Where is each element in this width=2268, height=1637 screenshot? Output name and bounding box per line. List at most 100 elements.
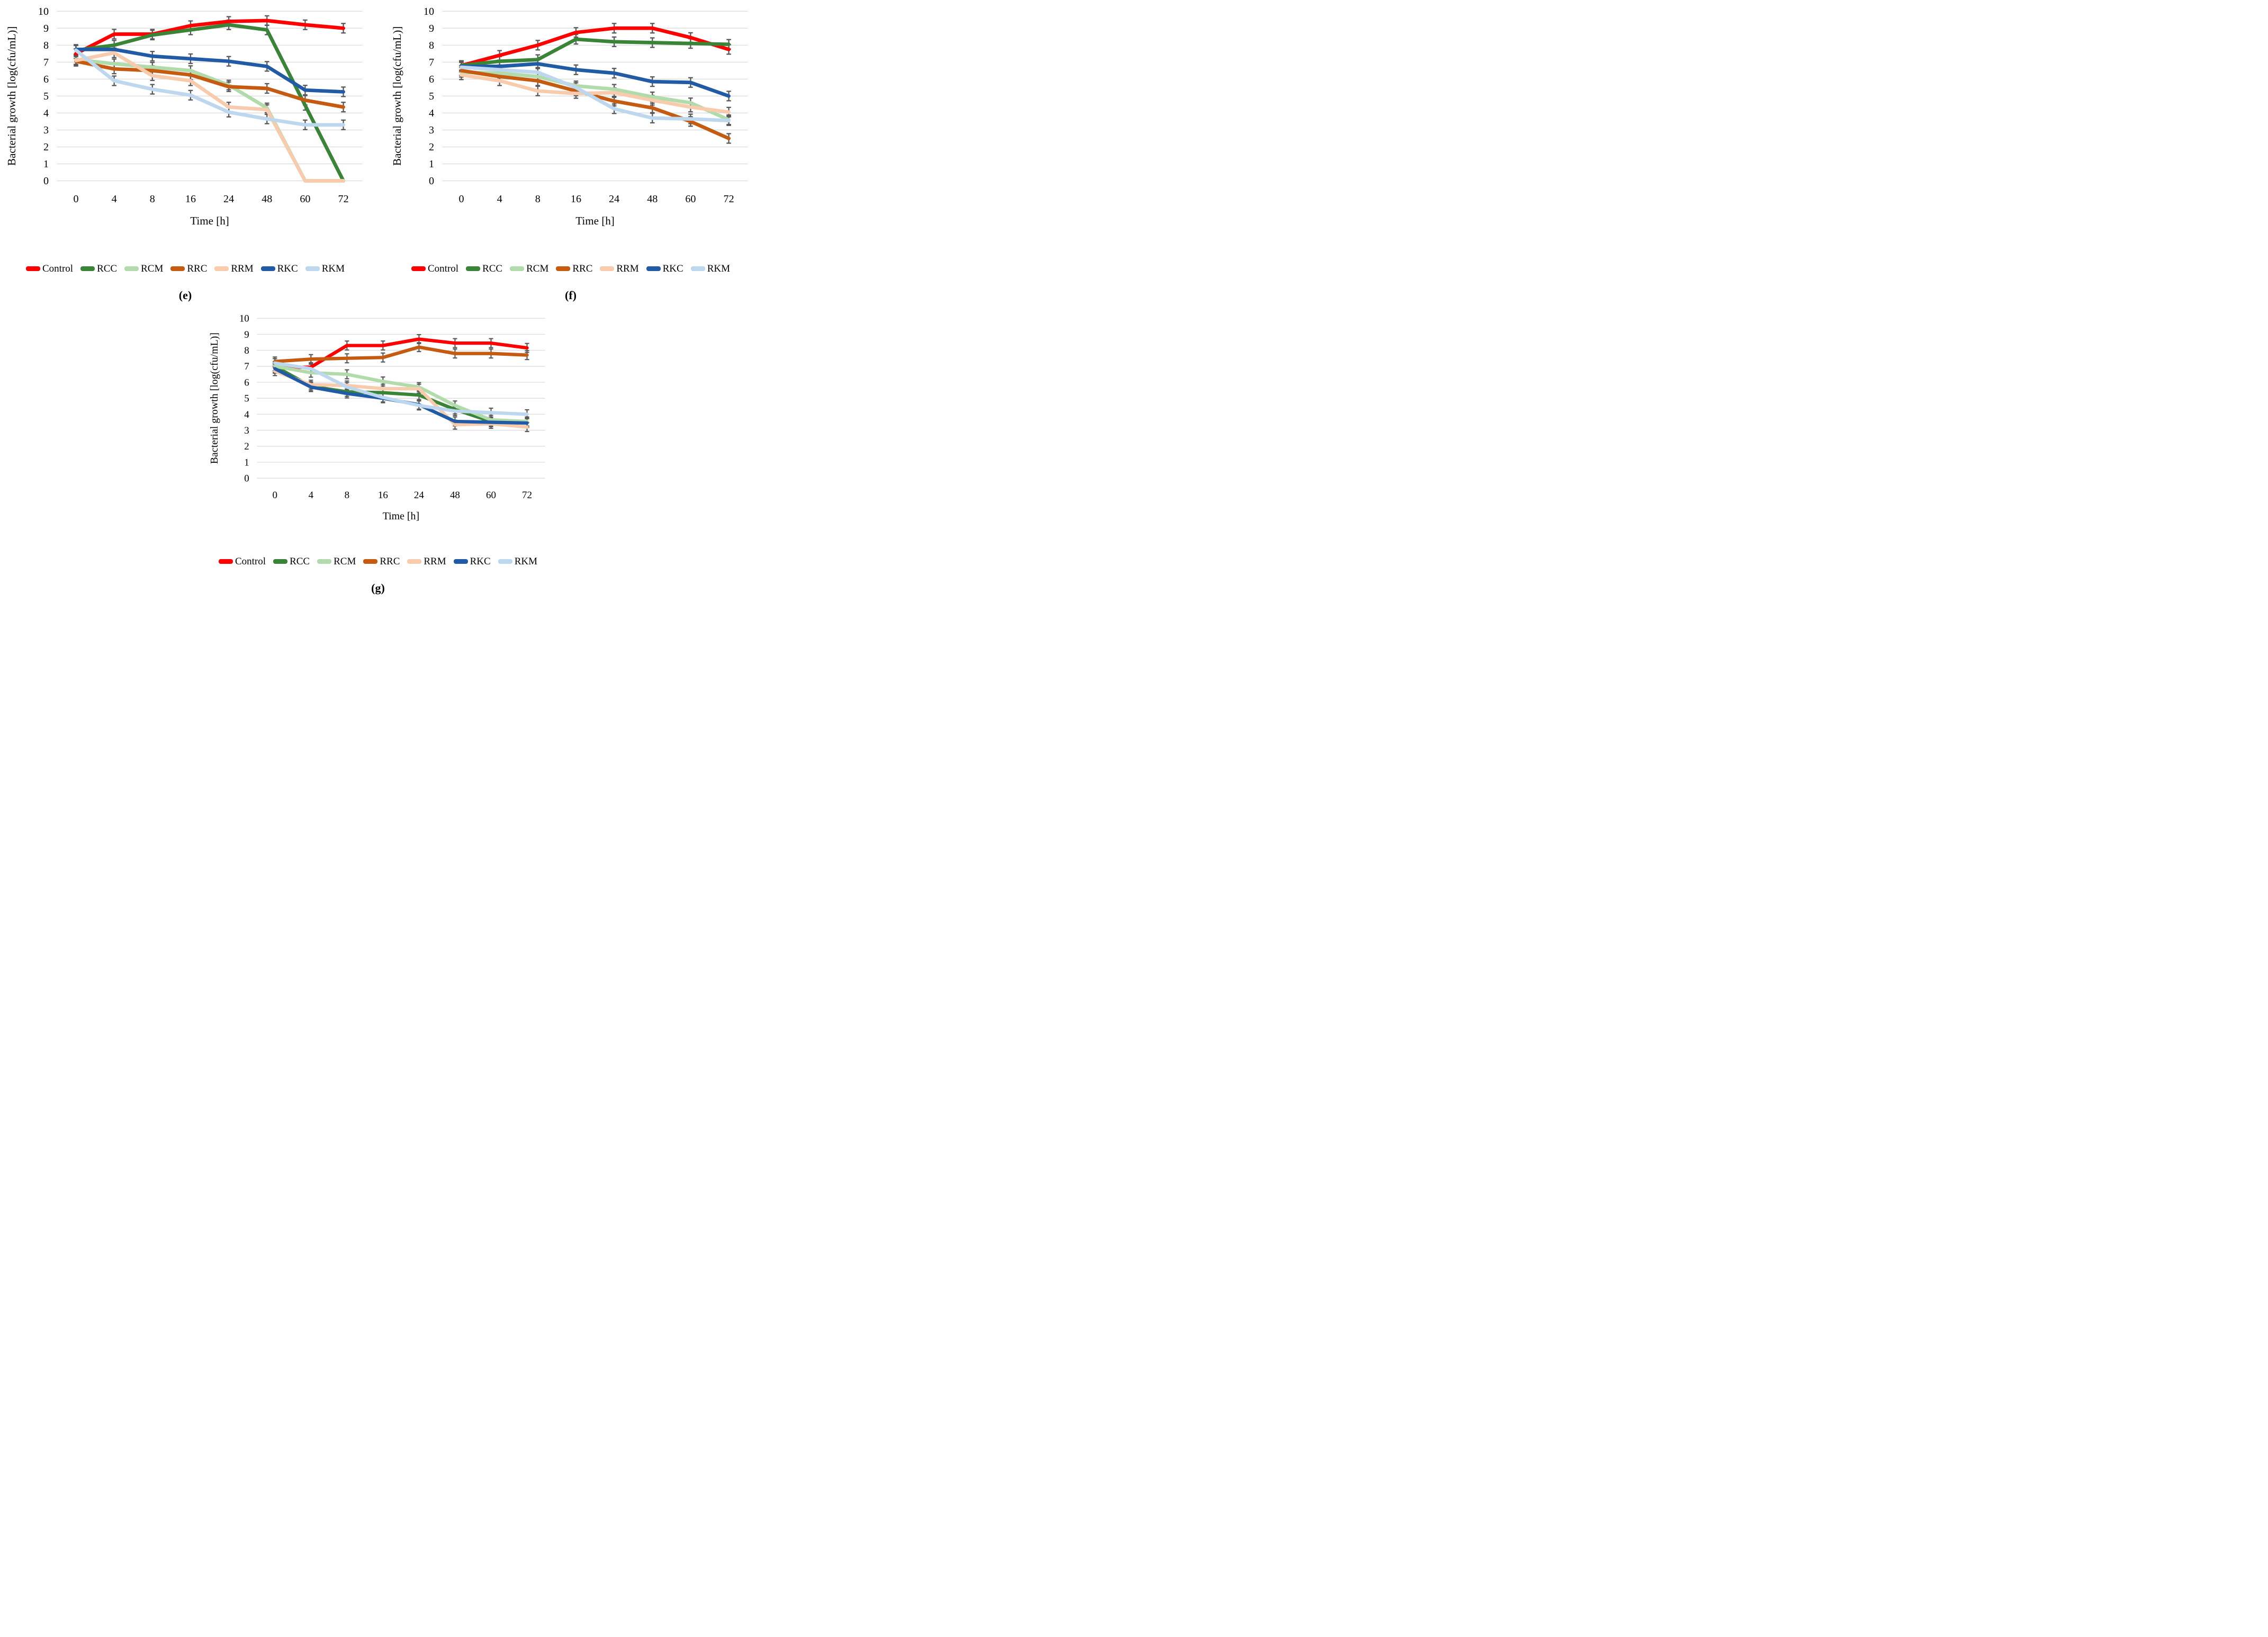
x-axis-title: Time [h]: [190, 214, 229, 227]
legend-label: RRC: [380, 555, 400, 567]
x-tick-label: 4: [112, 193, 117, 205]
y-tick-label: 0: [43, 175, 49, 187]
series-line-RCC: [74, 23, 345, 183]
y-tick-label: 1: [429, 158, 434, 170]
y-tick-label: 0: [244, 473, 249, 484]
legend-item-Control: Control: [219, 556, 266, 568]
legend-label: RCM: [334, 555, 356, 567]
x-tick-label: 60: [685, 193, 696, 205]
legend-label: RKM: [707, 263, 730, 274]
y-tick-label: 7: [429, 57, 434, 68]
x-tick-label: 8: [535, 193, 541, 205]
x-tick-label: 72: [724, 193, 734, 205]
legend-item-RKC: RKC: [453, 556, 491, 568]
legend-item-RCC: RCC: [80, 263, 117, 275]
legend-swatch-icon: [411, 266, 426, 272]
x-tick-label: 16: [185, 193, 196, 205]
legend-label: RCC: [482, 263, 503, 274]
x-tick-label: 48: [450, 490, 460, 501]
legend-item-Control: Control: [411, 263, 458, 275]
legend-item-RKM: RKM: [690, 263, 730, 275]
legend-label: RRM: [231, 263, 254, 274]
y-tick-label: 5: [429, 91, 434, 102]
figure-panel: 0 1 2 3 4 5 6 7 8 9 10 0 4 8 16 24 48 60 72 Time [h] Bacteri…: [0, 0, 756, 602]
x-tick-label: 60: [300, 193, 310, 205]
y-tick-label: 6: [429, 74, 434, 85]
y-tick-label: 6: [43, 74, 49, 85]
y-tick-label: 9: [244, 329, 249, 340]
chart-block-g: 0 1 2 3 4 5 6 7 8 9 10 0 4 8 16 24 48 60 72 Time [h] Bacteri…: [203, 310, 553, 602]
legend-label: RRC: [572, 263, 593, 274]
y-tick-label: 10: [38, 6, 49, 17]
legend-label: RKC: [662, 263, 683, 274]
x-tick-label: 8: [150, 193, 155, 205]
legend-item-RRM: RRM: [407, 556, 446, 568]
legend-swatch-icon: [600, 266, 615, 272]
series-line-RCC: [460, 37, 731, 68]
legend-item-RKC: RKC: [646, 263, 683, 275]
y-tick-label: 9: [429, 23, 434, 34]
legend-swatch-icon: [363, 559, 378, 564]
legend-swatch-icon: [466, 266, 481, 272]
x-tick-label: 16: [571, 193, 581, 205]
x-tick-label: 4: [309, 490, 314, 501]
legend-label: RCC: [290, 555, 310, 567]
chart-e-caption: (e): [178, 288, 192, 302]
legend-swatch-icon: [80, 266, 95, 272]
y-tick-label: 1: [43, 158, 49, 170]
chart-e-legend: Control RCC RCM RRC RRM RKC RKM: [26, 263, 345, 275]
legend-item-RRC: RRC: [556, 263, 592, 275]
legend-swatch-icon: [219, 559, 233, 564]
legend-label: RKM: [514, 555, 537, 567]
x-tick-label: 0: [273, 490, 277, 501]
y-tick-label: 3: [429, 124, 434, 136]
y-tick-label: 1: [244, 457, 249, 468]
legend-swatch-icon: [453, 559, 468, 564]
y-tick-label: 9: [43, 23, 49, 34]
legend-label: RCC: [97, 263, 118, 274]
legend-label: RRC: [187, 263, 208, 274]
x-tick-label: 72: [338, 193, 349, 205]
legend-swatch-icon: [26, 266, 40, 272]
legend-item-RKM: RKM: [498, 556, 537, 568]
y-tick-label: 3: [244, 425, 249, 436]
x-tick-label: 48: [647, 193, 658, 205]
chart-e-plot: 0 1 2 3 4 5 6 7 8 9 10 0 4 8 16 24 48 60 72 Time [h] Bacteri…: [0, 2, 371, 262]
legend-label: RKM: [321, 263, 345, 274]
y-tick-label: 2: [429, 141, 434, 153]
legend-swatch-icon: [690, 266, 705, 272]
series-line-RRM: [74, 51, 345, 183]
series-line-RKM: [273, 361, 529, 416]
legend-swatch-icon: [214, 266, 229, 272]
y-tick-label: 5: [43, 91, 49, 102]
y-tick-label: 4: [244, 409, 249, 420]
legend-item-RCM: RCM: [124, 263, 163, 275]
chart-f-plot: 0 1 2 3 4 5 6 7 8 9 10 0 4 8 16 24 48 60 72 Time [h] Bacteri…: [385, 2, 756, 262]
legend-label: RKC: [277, 263, 298, 274]
legend-swatch-icon: [498, 559, 512, 564]
x-tick-label: 24: [414, 490, 424, 501]
legend-swatch-icon: [556, 266, 571, 272]
y-tick-label: 6: [244, 377, 249, 388]
series-line-RRC: [273, 345, 529, 363]
y-tick-label: 3: [43, 124, 49, 136]
x-tick-label: 0: [73, 193, 78, 205]
series-line-RCM: [460, 70, 731, 122]
series-line-Control: [460, 26, 731, 68]
legend-item-RKC: RKC: [260, 263, 298, 275]
y-tick-label: 7: [43, 57, 49, 68]
legend-item-RKM: RKM: [305, 263, 345, 275]
legend-item-RRM: RRM: [600, 263, 639, 275]
x-tick-label: 8: [345, 490, 349, 501]
legend-item-RRC: RRC: [170, 263, 207, 275]
y-tick-label: 10: [424, 6, 434, 17]
x-tick-label: 60: [486, 490, 496, 501]
legend-item-RCC: RCC: [466, 263, 502, 275]
legend-item-RRC: RRC: [363, 556, 400, 568]
x-axis-title: Time [h]: [383, 510, 419, 522]
chart-f-legend: Control RCC RCM RRC RRM RKC RKM: [411, 263, 730, 275]
legend-label: RRM: [616, 263, 639, 274]
legend-swatch-icon: [124, 266, 139, 272]
